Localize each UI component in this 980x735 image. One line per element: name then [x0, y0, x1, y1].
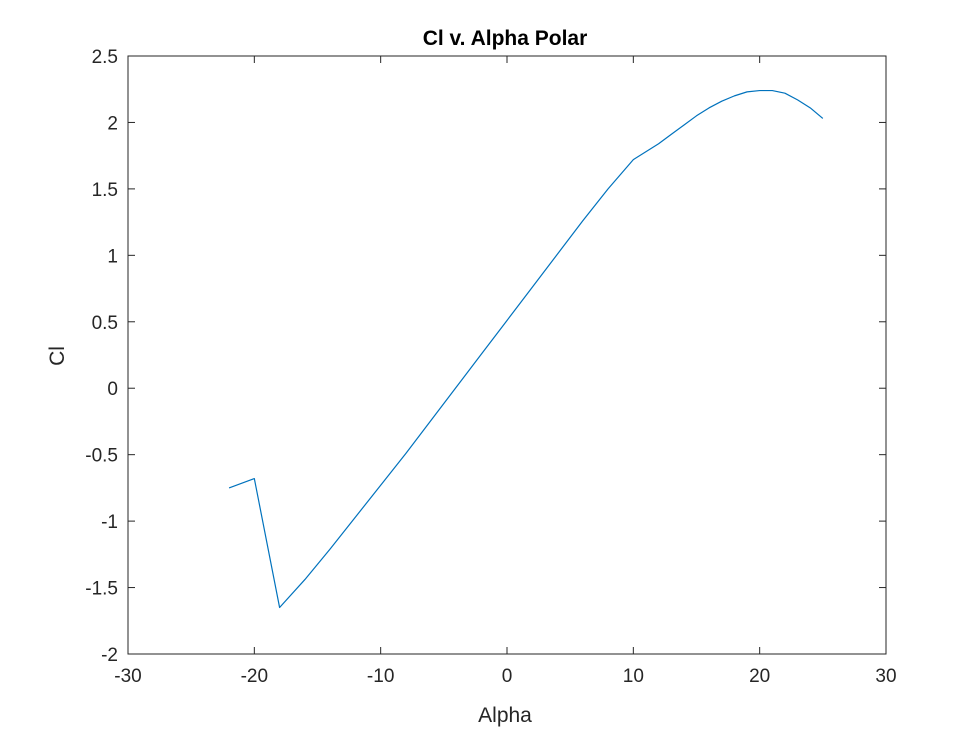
y-tick-label: 0 — [107, 379, 118, 400]
x-axis-ticks: -30 -20 -10 0 10 20 30 — [114, 56, 897, 687]
x-tick-label: 30 — [875, 666, 896, 687]
y-tick-label: -1.5 — [85, 579, 118, 600]
y-axis-ticks: -2 -1.5 -1 -0.5 0 0.5 1 1.5 2 2.5 — [85, 47, 886, 666]
y-tick-label: 2.5 — [92, 47, 118, 68]
y-tick-label: -1 — [101, 512, 118, 533]
plot-frame — [127, 55, 887, 655]
y-tick-label: 0.5 — [92, 313, 118, 334]
plot-area — [127, 55, 887, 655]
x-tick-label: 0 — [502, 666, 513, 687]
x-tick-label: 10 — [623, 666, 644, 687]
y-tick-label: -0.5 — [85, 446, 118, 467]
x-axis-label: Alpha — [478, 704, 532, 727]
series-line-0 — [228, 89, 824, 609]
y-tick-label: -2 — [101, 645, 118, 666]
y-tick-label: 1 — [107, 246, 118, 267]
chart-title: Cl v. Alpha Polar — [423, 27, 588, 50]
y-tick-label: 1.5 — [92, 180, 118, 201]
x-tick-label: -20 — [241, 666, 268, 687]
x-tick-label: -10 — [367, 666, 394, 687]
series-layer — [228, 89, 824, 609]
y-axis-label: Cl — [46, 346, 69, 366]
x-tick-label: 20 — [749, 666, 770, 687]
x-tick-label: -30 — [114, 666, 141, 687]
y-tick-label: 2 — [107, 113, 118, 134]
